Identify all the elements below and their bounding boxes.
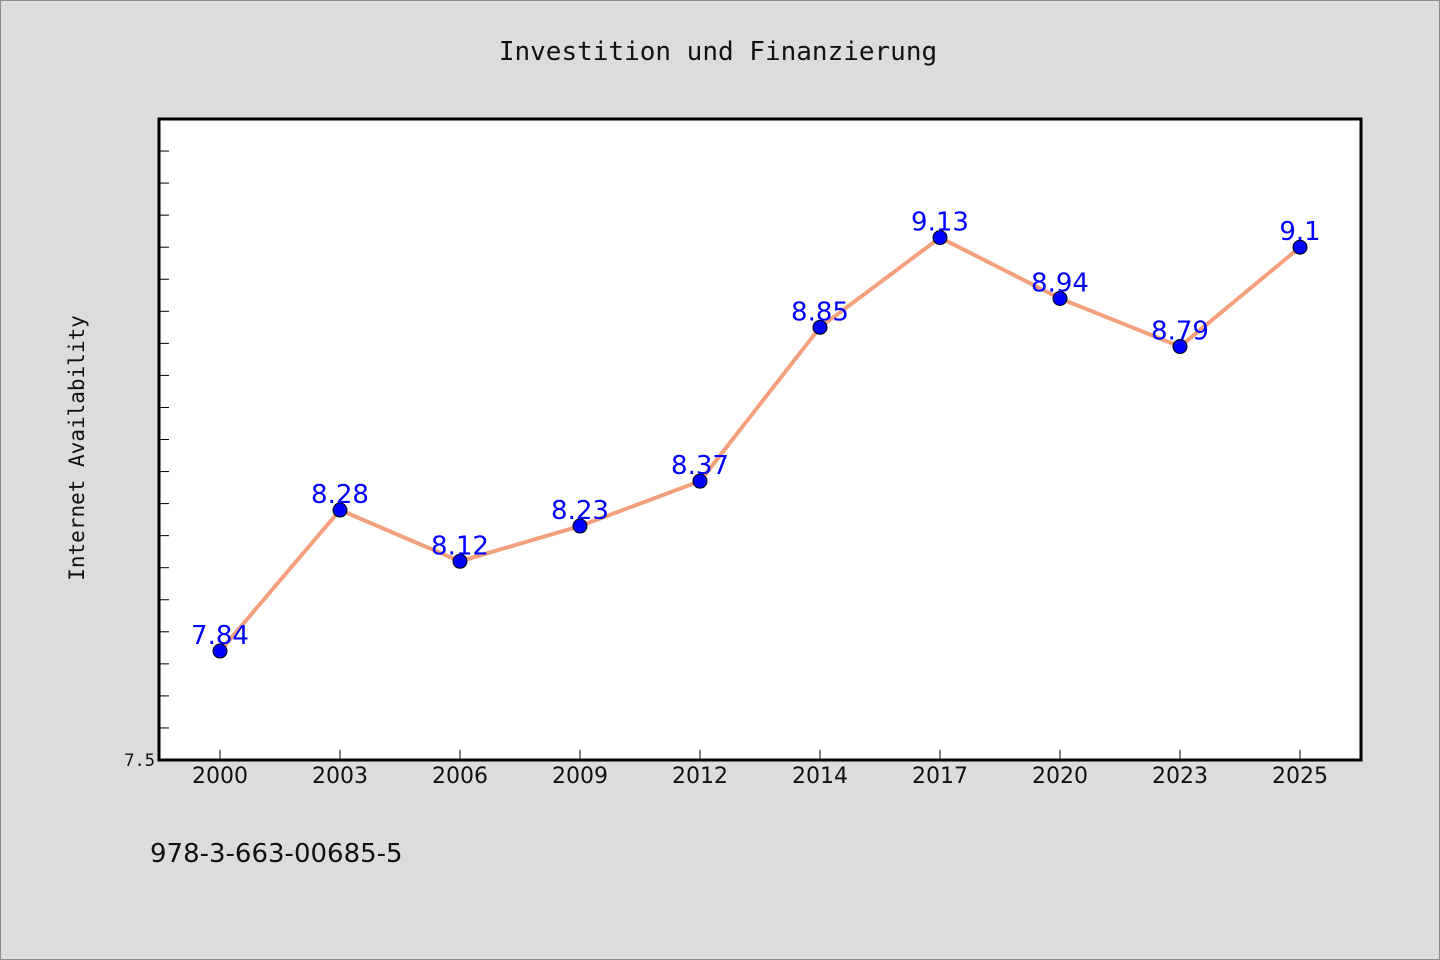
y-tick-label: 7.5 [124,751,155,771]
data-point [452,553,468,569]
data-label: 9.13 [911,208,969,238]
x-tick-label: 2009 [552,764,608,789]
data-label: 8.12 [431,531,489,561]
data-point [692,473,708,489]
isbn-footnote: 978-3-663-00685-5 [150,839,403,869]
data-label: 8.28 [311,480,369,510]
data-point [812,319,828,335]
chart-title: Investition und Finanzierung [499,37,937,67]
series-line-group [218,235,1302,653]
series-markers [212,230,1308,659]
x-axis-ticks: 2000 2003 2006 2009 2012 2014 2017 2020 2023 2025 [192,750,1328,789]
data-point [212,643,228,659]
x-tick-label: 2012 [672,764,728,789]
data-point [332,502,348,518]
x-tick-label: 2014 [792,764,848,789]
data-label: 8.79 [1151,317,1209,347]
data-label: 9.1 [1279,217,1320,247]
data-label: 8.37 [671,451,729,481]
data-label: 8.85 [791,297,849,327]
x-tick-label: 2006 [432,764,488,789]
x-tick-label: 2025 [1272,764,1328,789]
data-label: 8.23 [551,496,609,526]
data-label: 8.94 [1031,268,1089,298]
data-point [1292,239,1308,255]
data-point [932,230,948,246]
plot-area [157,117,1363,762]
x-tick-label: 2020 [1032,764,1088,789]
x-tick-label: 2017 [912,764,968,789]
data-point [1172,339,1188,355]
data-label: 7.84 [191,621,249,651]
y-axis-label: Internet Availability [65,315,89,581]
data-point [1052,290,1068,306]
x-tick-label: 2003 [312,764,368,789]
data-point [572,518,588,534]
y-axis-ticks: 7.5 [124,118,169,771]
series-line [218,235,1302,653]
x-tick-label: 2000 [192,764,248,789]
x-tick-label: 2023 [1152,764,1208,789]
data-labels: 7.84 8.28 8.12 8.23 8.37 8.85 9.13 8.94 8.79 9.1 [191,208,1321,651]
